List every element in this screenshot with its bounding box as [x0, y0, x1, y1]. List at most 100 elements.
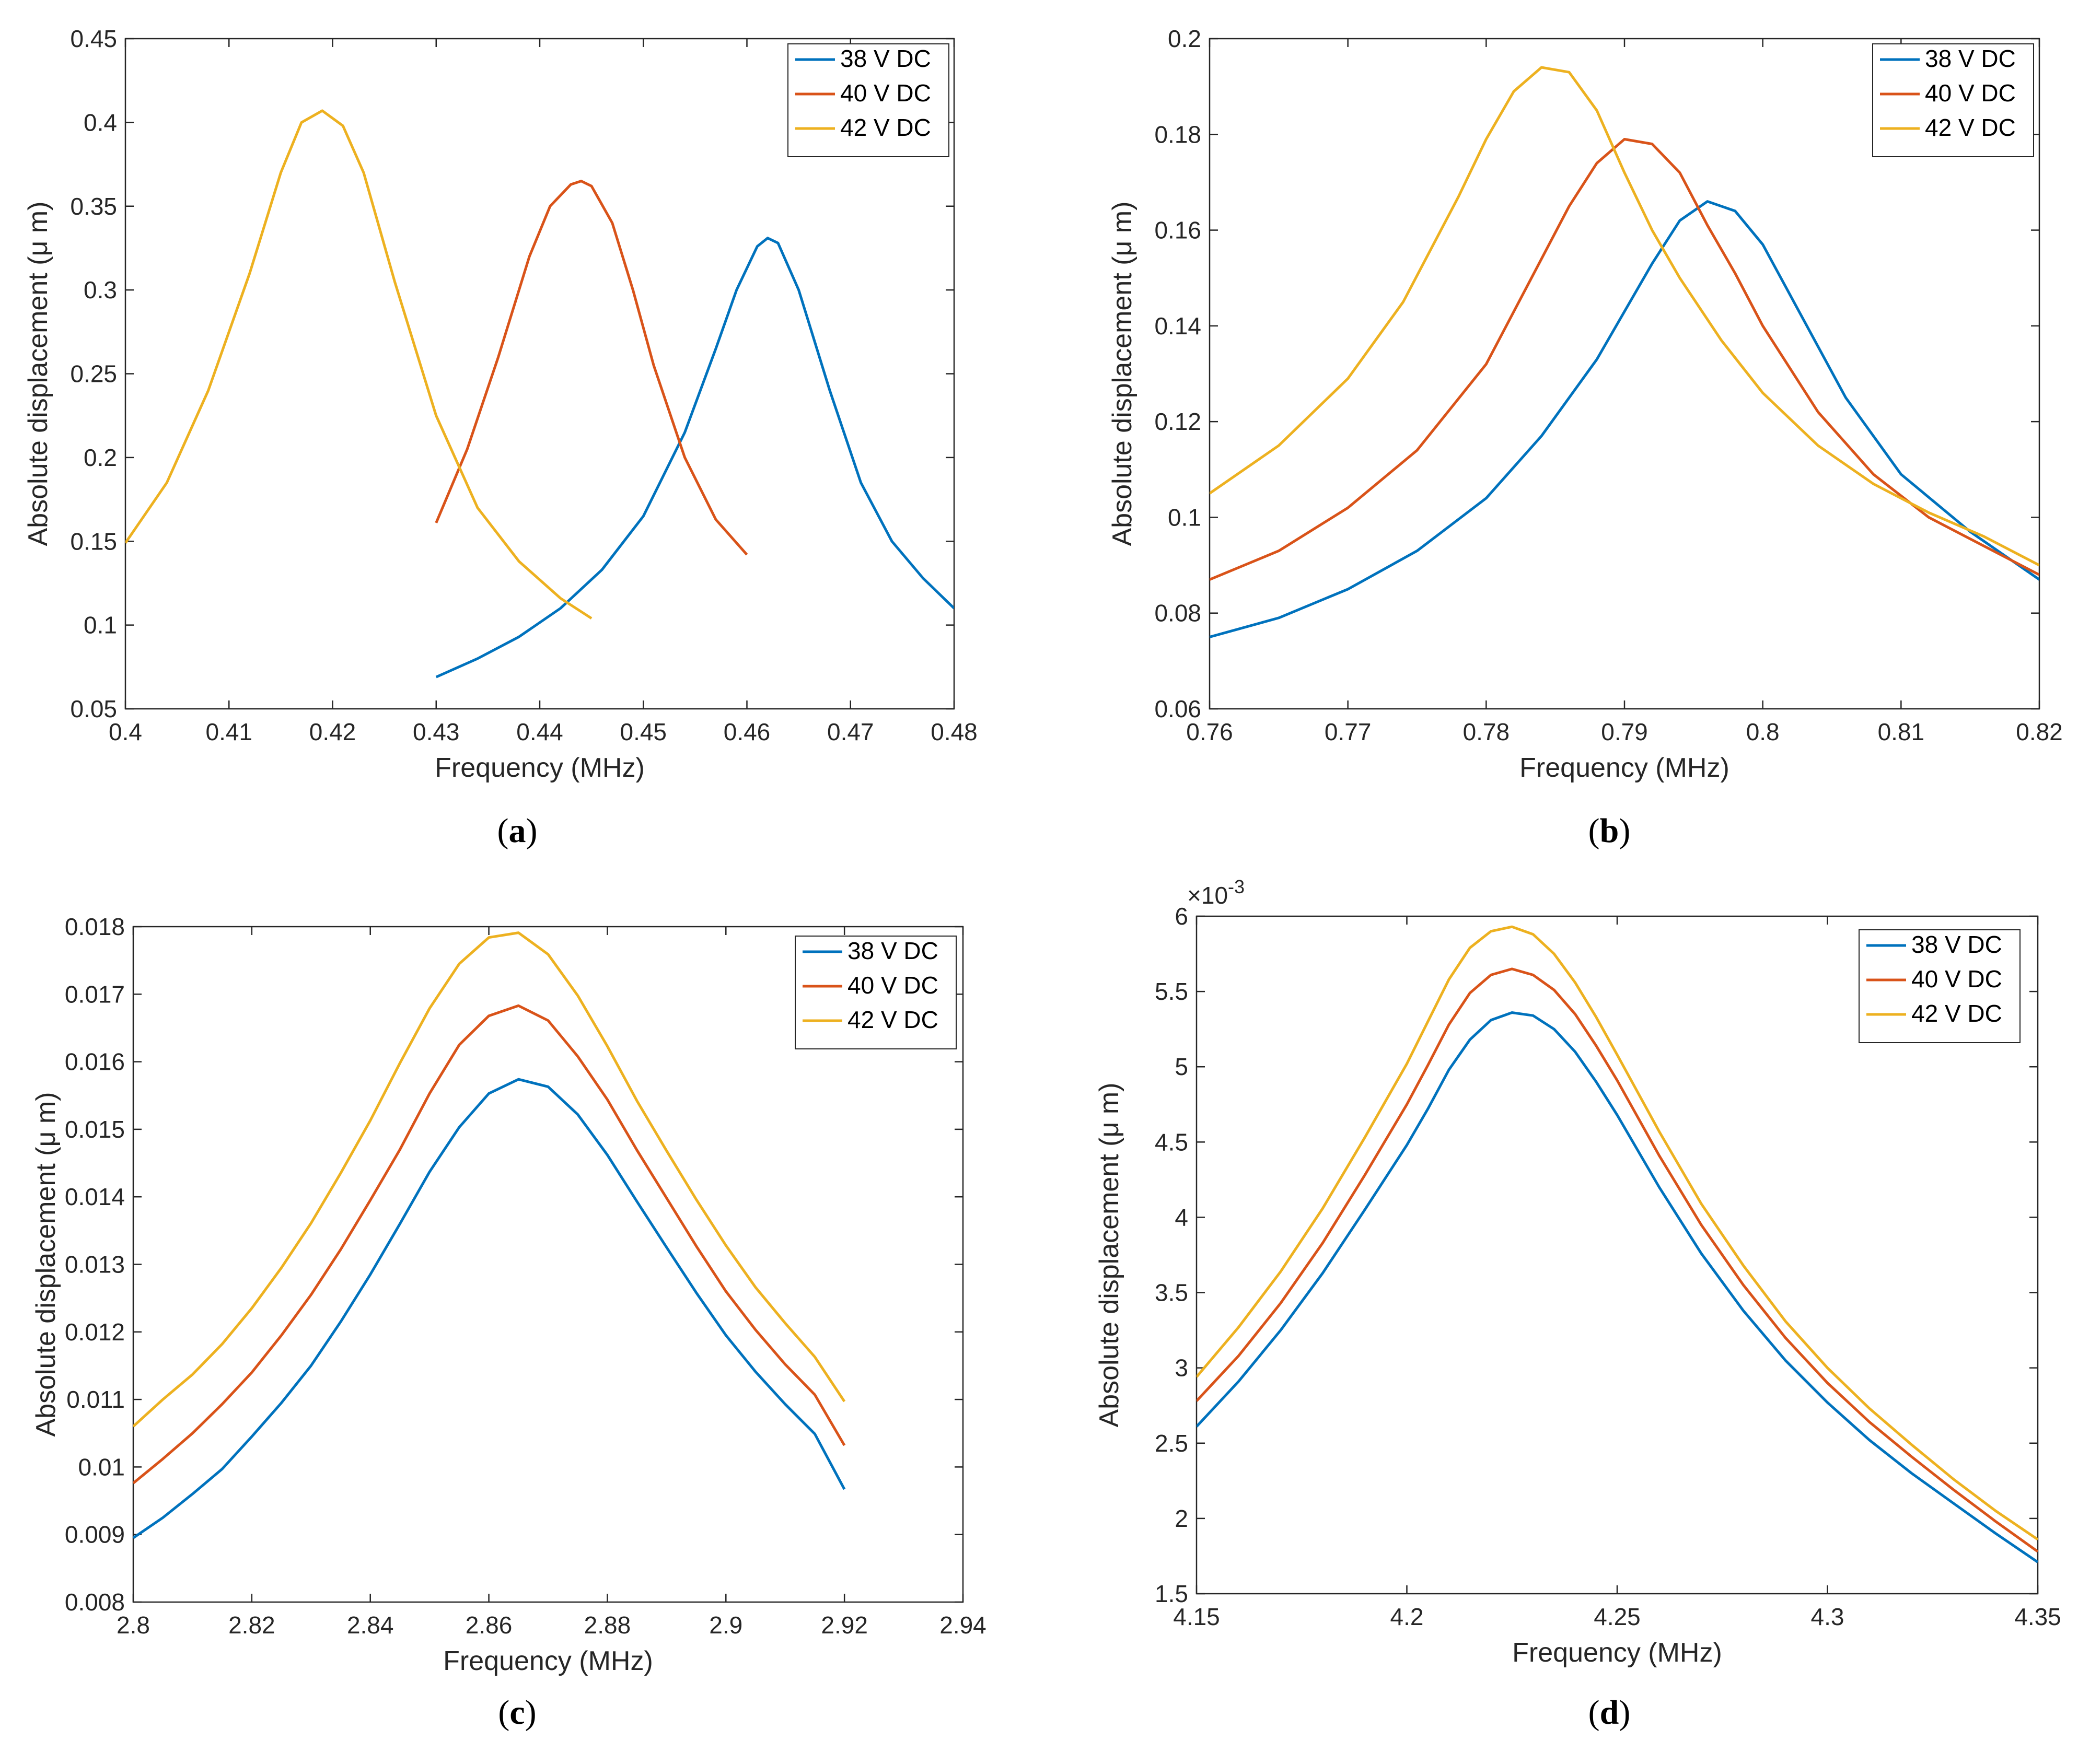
y-tick-label: 6 — [1175, 903, 1188, 930]
x-tick-label: 2.82 — [228, 1611, 275, 1639]
x-tick-label: 0.43 — [413, 718, 460, 745]
y-tick-label: 0.14 — [1154, 312, 1201, 340]
y-axis-label: Absolute displacement (μ m) — [31, 1092, 61, 1436]
series-line-40-v-dc — [133, 1004, 846, 1485]
panel-caption: (c) — [498, 1693, 536, 1732]
x-tick-label: 0.45 — [620, 718, 667, 745]
panel-caption: (b) — [1588, 812, 1631, 850]
x-tick-label: 0.47 — [827, 718, 874, 745]
y-tick-label: 3.5 — [1155, 1279, 1188, 1306]
legend-box — [1859, 929, 2021, 1043]
y-tick-label: 5 — [1175, 1053, 1188, 1080]
chart-panel-a: 0.4 0.41 0.42 0.43 0.44 0.45 0.46 0.47 0.480.050… — [23, 25, 978, 850]
series-line-38-v-dc — [1197, 1011, 2038, 1563]
y-axis-label: Absolute displacement (μ m) — [1107, 201, 1137, 546]
y-tick-label: 0.018 — [65, 913, 125, 940]
series-line-42-v-dc — [1210, 66, 2039, 567]
chart-panel-c: 2.8 2.82 2.84 2.86 2.88 2.9 2.92 2.94 0.008 0.009… — [31, 913, 986, 1732]
panel-caption: (a) — [497, 812, 538, 850]
legend-box — [1872, 43, 2034, 157]
y-tick-label: 0.1 — [1168, 504, 1201, 531]
y-tick-label: 0.012 — [65, 1318, 125, 1346]
x-tick-label: 4.2 — [1390, 1603, 1424, 1630]
y-tick-label: 2 — [1175, 1505, 1188, 1532]
y-axis-exponent: ×10-3 — [1187, 876, 1245, 909]
y-axis-label: Absolute displacement (μ m) — [1094, 1082, 1124, 1427]
x-tick-label: 4.3 — [1811, 1603, 1844, 1630]
legend-label: 38 V DC — [840, 45, 931, 72]
x-tick-label: 0.76 — [1186, 718, 1233, 745]
legend: 38 V DC 40 V DC 42 V DC — [787, 43, 949, 157]
x-tick-label: 0.79 — [1601, 718, 1648, 745]
x-axis-label: Frequency (MHz) — [1519, 753, 1729, 783]
legend-label: 40 V DC — [848, 972, 938, 999]
x-tick-label: 0.8 — [1746, 718, 1780, 745]
series-line-40-v-dc — [435, 180, 748, 556]
panel-caption: (d) — [1588, 1693, 1631, 1732]
x-tick-label: 4.35 — [2014, 1603, 2061, 1630]
y-tick-label: 0.011 — [66, 1386, 125, 1413]
x-tick-label: 0.42 — [309, 718, 356, 745]
y-tick-label: 1.5 — [1155, 1580, 1188, 1607]
x-tick-label: 0.41 — [205, 718, 252, 745]
legend-label: 38 V DC — [1925, 45, 2016, 72]
y-tick-label: 0.1 — [84, 612, 117, 639]
y-axis-label: Absolute displacement (μ m) — [23, 201, 53, 546]
series-line-38-v-dc — [435, 237, 954, 679]
x-tick-label: 2.86 — [466, 1611, 513, 1639]
x-axis-label: Frequency (MHz) — [443, 1646, 653, 1676]
series-line-42-v-dc — [133, 931, 846, 1428]
chart-panel-d: 4.15 4.2 4.25 4.3 4.35 1.5 2 2.5 3 3.5 4 4.5 5 5.5 6×1… — [1094, 876, 2061, 1732]
y-tick-label: 0.06 — [1154, 695, 1201, 722]
x-tick-label: 0.4 — [109, 718, 142, 745]
legend-label: 42 V DC — [848, 1006, 938, 1033]
x-tick-label: 0.46 — [724, 718, 771, 745]
x-tick-label: 0.78 — [1463, 718, 1510, 745]
y-tick-label: 0.35 — [70, 193, 117, 220]
y-tick-label: 2.5 — [1155, 1430, 1188, 1457]
x-tick-label: 2.8 — [117, 1611, 150, 1639]
x-tick-label: 0.48 — [931, 718, 978, 745]
legend-label: 38 V DC — [1911, 931, 2002, 958]
y-tick-label: 0.014 — [65, 1183, 125, 1210]
y-tick-label: 0.017 — [65, 980, 125, 1008]
y-tick-label: 0.4 — [84, 109, 117, 136]
x-tick-label: 0.44 — [516, 718, 563, 745]
y-tick-label: 0.2 — [84, 444, 117, 471]
y-tick-label: 0.12 — [1154, 408, 1201, 435]
legend-label: 38 V DC — [848, 937, 938, 964]
y-tick-label: 0.05 — [70, 695, 117, 722]
series-line-42-v-dc — [1197, 925, 2038, 1541]
legend: 38 V DC 40 V DC 42 V DC — [795, 936, 957, 1049]
x-tick-label: 2.84 — [347, 1611, 394, 1639]
y-tick-label: 3 — [1175, 1354, 1188, 1382]
series-line-38-v-dc — [133, 1078, 846, 1539]
y-tick-label: 0.16 — [1154, 217, 1201, 244]
legend-label: 42 V DC — [1925, 114, 2016, 141]
y-tick-label: 4.5 — [1155, 1128, 1188, 1155]
y-tick-label: 0.013 — [65, 1251, 125, 1278]
y-tick-label: 0.08 — [1154, 600, 1201, 627]
chart-panel-b: 0.76 0.77 0.78 0.79 0.8 0.81 0.82 0.06 0.08 0.1 0.… — [1107, 25, 2063, 850]
legend-box — [795, 936, 957, 1049]
legend-box — [787, 43, 949, 157]
x-tick-label: 2.9 — [709, 1611, 742, 1639]
legend: 38 V DC 40 V DC 42 V DC — [1859, 929, 2021, 1043]
legend-label: 42 V DC — [1911, 1000, 2002, 1027]
y-tick-label: 0.009 — [65, 1521, 125, 1548]
y-tick-label: 0.2 — [1168, 25, 1201, 52]
x-axis-label: Frequency (MHz) — [435, 753, 645, 783]
x-tick-label: 0.81 — [1878, 718, 1925, 745]
y-tick-label: 4 — [1175, 1204, 1188, 1231]
y-tick-label: 0.016 — [65, 1048, 125, 1076]
y-tick-label: 0.3 — [84, 276, 117, 303]
legend-label: 42 V DC — [840, 114, 931, 141]
x-tick-label: 4.15 — [1173, 1603, 1220, 1630]
legend-label: 40 V DC — [840, 79, 931, 107]
series-line-40-v-dc — [1210, 138, 2039, 581]
y-tick-label: 0.15 — [70, 528, 117, 555]
legend-label: 40 V DC — [1911, 965, 2002, 992]
y-tick-label: 0.18 — [1154, 121, 1201, 148]
y-tick-label: 0.015 — [65, 1116, 125, 1143]
